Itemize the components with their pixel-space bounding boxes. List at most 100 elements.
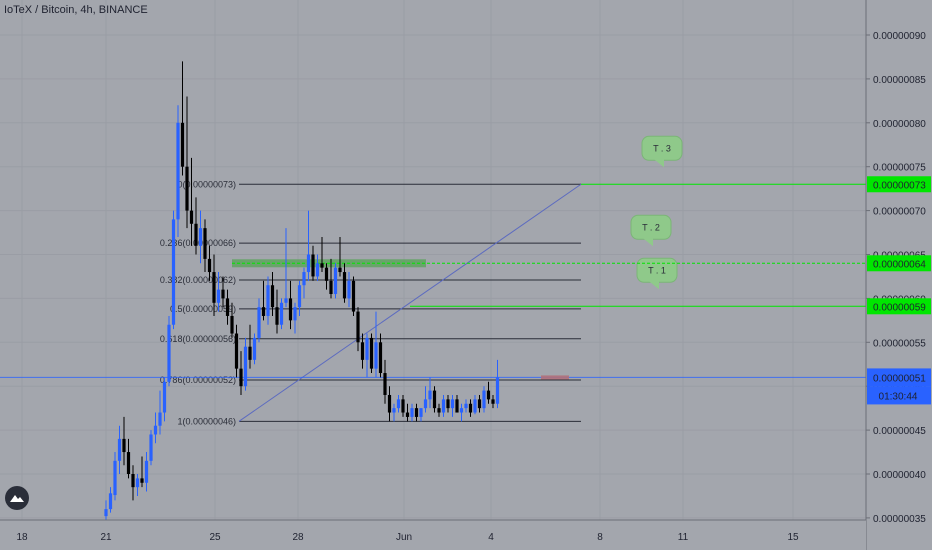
candle[interactable] xyxy=(176,105,180,237)
candle[interactable] xyxy=(428,377,432,409)
candle[interactable] xyxy=(153,412,158,444)
target-bubble[interactable]: T . 1 xyxy=(636,257,678,290)
candle[interactable] xyxy=(473,394,477,415)
candle[interactable] xyxy=(365,333,369,378)
candle[interactable] xyxy=(158,390,162,435)
candle[interactable] xyxy=(167,315,171,387)
candle[interactable] xyxy=(302,267,306,299)
candle[interactable] xyxy=(108,487,113,513)
candle[interactable] xyxy=(401,394,405,417)
candle[interactable] xyxy=(122,416,126,466)
candles[interactable] xyxy=(104,61,500,520)
candle[interactable] xyxy=(347,272,351,308)
candle[interactable] xyxy=(495,359,500,409)
target-price-tag[interactable] xyxy=(867,176,931,193)
candle[interactable] xyxy=(477,394,482,413)
candle[interactable] xyxy=(293,302,297,334)
candle[interactable] xyxy=(261,280,266,321)
candle[interactable] xyxy=(221,276,225,308)
candle[interactable] xyxy=(351,276,356,316)
candle[interactable] xyxy=(144,452,149,492)
candle[interactable] xyxy=(414,403,419,422)
candle[interactable] xyxy=(374,311,378,378)
candle[interactable] xyxy=(324,263,329,290)
candle[interactable] xyxy=(216,272,221,312)
position-marker[interactable] xyxy=(541,375,569,380)
candle[interactable] xyxy=(135,474,140,496)
candle[interactable] xyxy=(252,333,257,365)
candle[interactable] xyxy=(360,333,365,369)
candle[interactable] xyxy=(104,500,108,520)
candle[interactable] xyxy=(455,394,459,413)
fib-retracement[interactable]: 0(0.00000073) 0.236(0.00000066) 0.382(0.00… xyxy=(160,179,582,426)
candle[interactable] xyxy=(378,333,383,378)
candle[interactable] xyxy=(383,359,387,404)
candle[interactable] xyxy=(338,236,342,277)
tradingview-logo[interactable] xyxy=(5,486,29,510)
candle[interactable] xyxy=(329,258,333,299)
candle[interactable] xyxy=(270,272,275,316)
candle[interactable] xyxy=(189,157,194,246)
candle[interactable] xyxy=(225,289,230,325)
candle[interactable] xyxy=(459,403,464,422)
target-price-tag[interactable] xyxy=(867,255,931,272)
candle[interactable] xyxy=(198,210,203,264)
candle[interactable] xyxy=(342,263,347,303)
candle[interactable] xyxy=(275,289,279,334)
target-bubble[interactable]: T . 3 xyxy=(641,135,683,168)
candle[interactable] xyxy=(140,456,144,488)
candle[interactable] xyxy=(185,96,189,229)
candle[interactable] xyxy=(356,307,360,352)
candle[interactable] xyxy=(239,351,243,395)
last-price-tag[interactable] xyxy=(867,368,931,387)
fib-trend-line[interactable] xyxy=(238,183,582,422)
candle[interactable] xyxy=(311,245,315,281)
candle[interactable] xyxy=(320,236,324,273)
candle[interactable] xyxy=(491,394,495,409)
candle[interactable] xyxy=(333,263,338,299)
candle[interactable] xyxy=(243,337,248,391)
candle[interactable] xyxy=(126,438,131,479)
candle[interactable] xyxy=(230,302,234,338)
candle[interactable] xyxy=(432,386,437,413)
candle[interactable] xyxy=(392,403,396,422)
candle[interactable] xyxy=(419,408,423,422)
candle[interactable] xyxy=(369,333,374,374)
candle[interactable] xyxy=(257,298,261,343)
candle[interactable] xyxy=(279,298,284,330)
candle[interactable] xyxy=(131,465,135,501)
targets[interactable]: T . 1 T . 2 T . 3 xyxy=(232,135,866,307)
candle[interactable] xyxy=(486,381,491,404)
candle[interactable] xyxy=(437,403,441,417)
candle[interactable] xyxy=(423,386,428,413)
candle[interactable] xyxy=(234,324,239,378)
candle[interactable] xyxy=(162,377,167,422)
candle[interactable] xyxy=(315,254,320,281)
candle[interactable] xyxy=(306,210,311,281)
candle[interactable] xyxy=(446,394,450,413)
candle[interactable] xyxy=(284,228,288,308)
candle[interactable] xyxy=(171,210,176,330)
candle[interactable] xyxy=(405,403,410,422)
time-axis[interactable]: 18 21 25 28 Jun 4 8 11 15 xyxy=(0,519,866,550)
candle[interactable] xyxy=(297,280,302,316)
candle[interactable] xyxy=(194,197,198,255)
price-axis[interactable]: 0.00000090 0.00000085 0.00000080 0.00000075… xyxy=(865,0,932,550)
candle[interactable] xyxy=(266,276,270,325)
candle[interactable] xyxy=(450,394,455,417)
candle[interactable] xyxy=(288,280,293,330)
candle[interactable] xyxy=(207,245,212,281)
candle[interactable] xyxy=(113,452,117,501)
candle[interactable] xyxy=(387,386,392,422)
candle[interactable] xyxy=(248,324,252,369)
candle[interactable] xyxy=(180,61,185,176)
candle[interactable] xyxy=(117,425,122,474)
candle[interactable] xyxy=(464,399,468,413)
candle[interactable] xyxy=(468,399,473,417)
candle[interactable] xyxy=(441,394,446,417)
target-bubble[interactable]: T . 2 xyxy=(630,214,672,247)
candle[interactable] xyxy=(149,430,153,466)
target-price-tag[interactable] xyxy=(867,298,931,315)
candle[interactable] xyxy=(203,219,207,273)
